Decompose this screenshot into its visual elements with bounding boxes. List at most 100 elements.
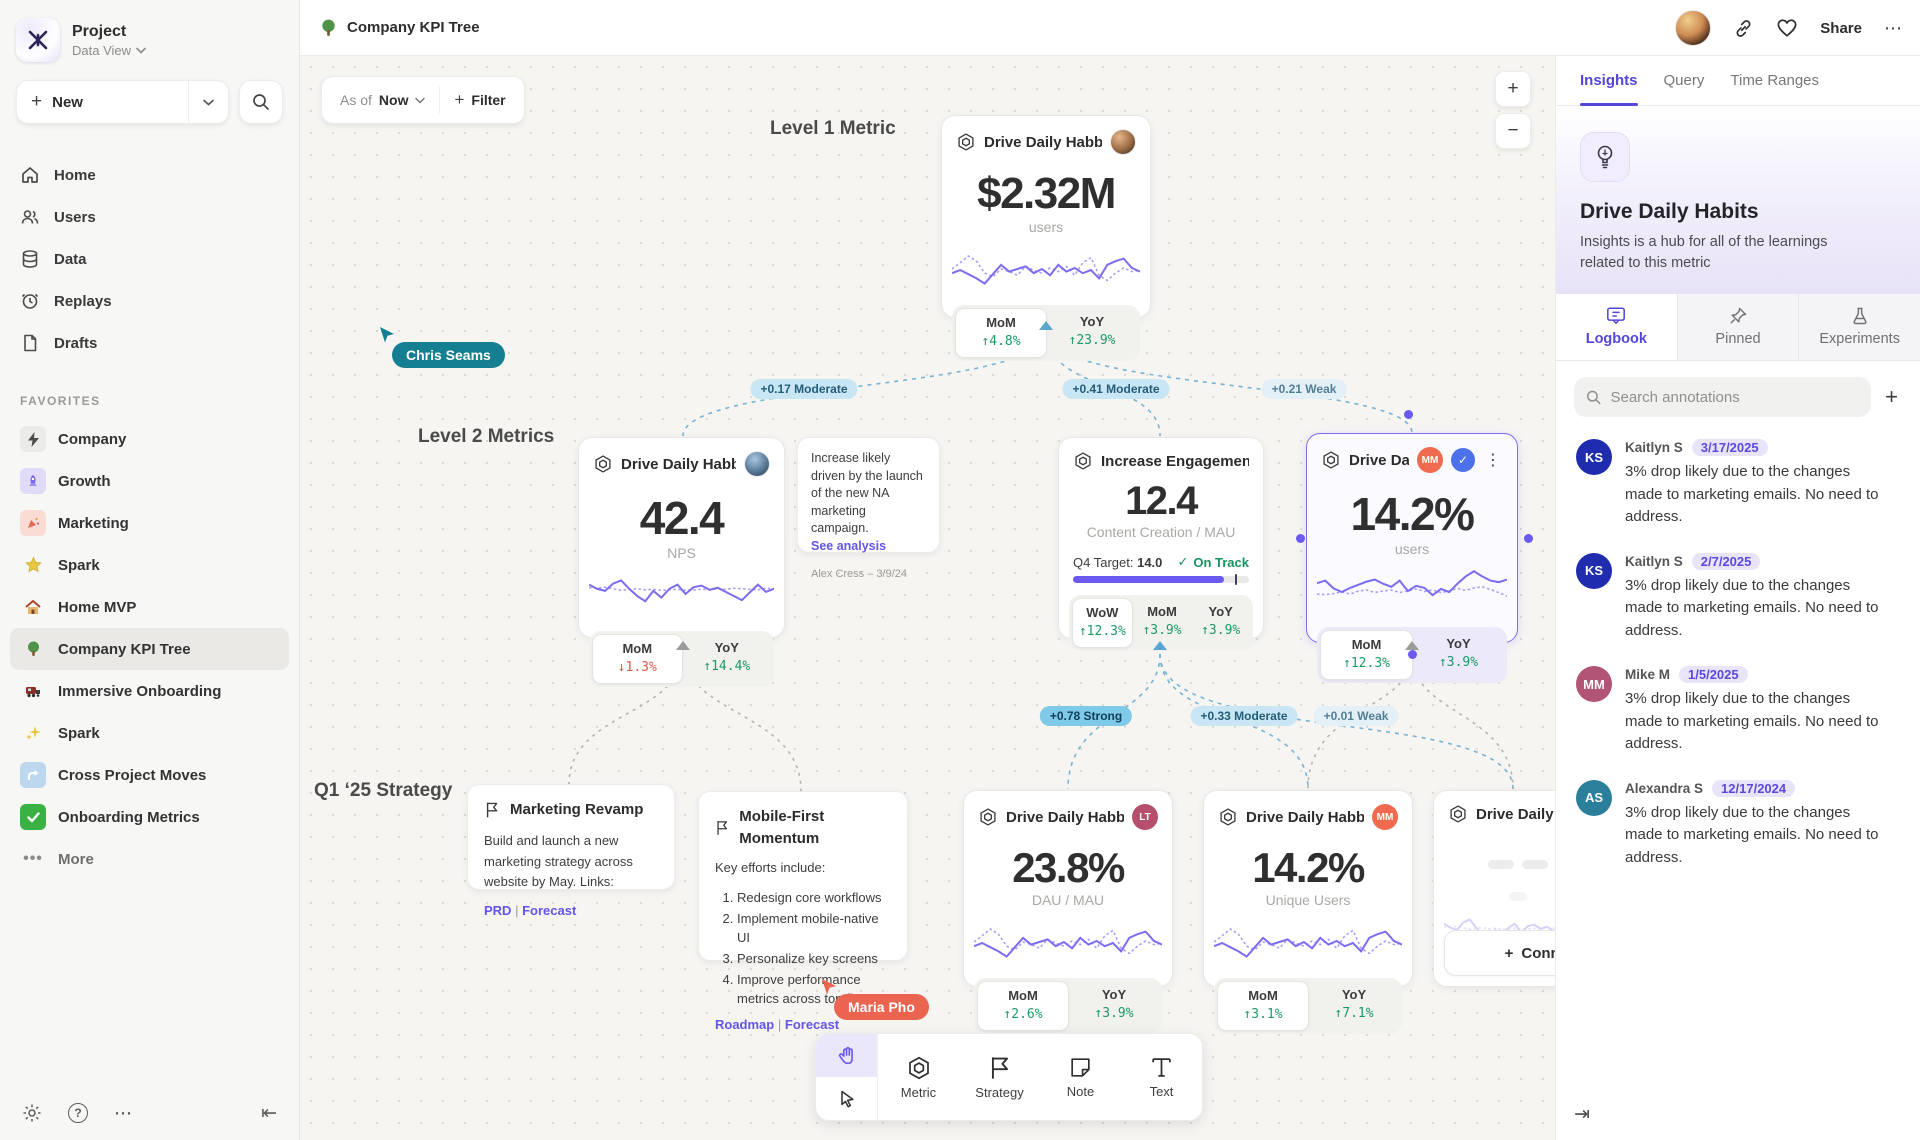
select-tool[interactable] [816, 1077, 877, 1120]
stat-yoy[interactable]: YoY ↑3.9% [1438, 636, 1479, 670]
stat-mom[interactable]: MoM ↑2.6% [977, 981, 1069, 1031]
sidebar-item-company[interactable]: Company [10, 418, 289, 460]
stat-mom[interactable]: MoM ↑12.3% [1320, 630, 1413, 680]
connector-handle[interactable] [1296, 534, 1305, 543]
project-view-switcher[interactable]: Data View [72, 43, 146, 58]
sidebar-item-onboarding-metrics[interactable]: Onboarding Metrics [10, 796, 289, 838]
tab-insights[interactable]: Insights [1580, 56, 1638, 106]
help-icon[interactable]: ? [68, 1103, 88, 1123]
owner-avatar[interactable] [1110, 129, 1136, 155]
project-logo[interactable] [16, 18, 60, 62]
annotation-search[interactable] [1574, 377, 1872, 418]
owner-badge[interactable]: MM [1372, 804, 1398, 830]
hand-tool[interactable] [816, 1034, 877, 1077]
share-button[interactable]: Share [1820, 19, 1862, 37]
user-avatar[interactable] [1675, 10, 1712, 46]
sidebar-item-company-kpi-tree[interactable]: Company KPI Tree [10, 628, 289, 670]
stat-yoy[interactable]: YoY ↑3.9% [1094, 987, 1134, 1021]
note-tool[interactable]: Note [1040, 1034, 1121, 1120]
sidebar-item-data[interactable]: Data [0, 238, 299, 280]
strategy-tool[interactable]: Strategy [959, 1034, 1040, 1120]
sidebar-item-home[interactable]: Home [0, 154, 299, 196]
settings-gear-icon[interactable] [22, 1103, 42, 1123]
edge-label[interactable]: +0.33 Moderate [1190, 706, 1298, 726]
favorite-heart-icon[interactable] [1776, 18, 1798, 38]
stat-yoy[interactable]: YoY ↑7.1% [1334, 987, 1374, 1021]
metric-card-unique-users[interactable]: Drive Daily Habbits MM 14.2% Unique User… [1203, 790, 1413, 1034]
collapse-arrow-icon[interactable] [1405, 641, 1419, 650]
subtab-logbook[interactable]: Logbook [1556, 294, 1677, 361]
owner-badge[interactable]: MM [1417, 447, 1443, 473]
sidebar-item-immersive-onboarding[interactable]: Immersive Onboarding [10, 670, 289, 712]
search-annotations-input[interactable] [1610, 388, 1860, 406]
sidebar-item-marketing[interactable]: Marketing [10, 502, 289, 544]
edge-label[interactable]: +0.41 Moderate [1062, 379, 1170, 399]
new-button[interactable]: + New [16, 80, 229, 124]
subtab-pinned[interactable]: Pinned [1676, 294, 1799, 361]
add-annotation-button[interactable]: + [1885, 384, 1898, 410]
text-tool[interactable]: Text [1121, 1034, 1202, 1120]
connect-button[interactable]: +Connect [1444, 930, 1555, 976]
strategy-card-marketing-revamp[interactable]: Marketing Revamp Build and launch a new … [467, 784, 675, 918]
more-options-icon[interactable]: ⋯ [114, 1102, 134, 1123]
metric-card-level1[interactable]: Drive Daily Habbits $2.32M users MoM ↑4.… [941, 115, 1151, 361]
new-dropdown-button[interactable] [188, 81, 228, 123]
metric-tool[interactable]: Metric [878, 1034, 959, 1120]
search-button[interactable] [239, 80, 283, 124]
see-analysis-link[interactable]: See analysis [811, 538, 887, 553]
collapse-arrow-icon[interactable] [676, 641, 690, 650]
annotation-entry[interactable]: MM Mike M 1/5/2025 3% drop likely due to … [1556, 650, 1920, 764]
forecast-link[interactable]: Forecast [784, 1017, 840, 1033]
strategy-card-mobile-first[interactable]: Mobile-First Momentum Key efforts includ… [698, 791, 908, 1032]
copy-link-icon[interactable] [1733, 18, 1754, 39]
prd-link[interactable]: PRD [484, 903, 512, 919]
sidebar-item-growth[interactable]: Growth [10, 460, 289, 502]
stat-mom[interactable]: MoM ↑3.1% [1217, 981, 1309, 1031]
collapse-sidebar-icon[interactable]: ⇤ [261, 1102, 277, 1124]
annotation-note[interactable]: Increase likely driven by the launch of … [797, 437, 940, 580]
annotation-entry[interactable]: KS Kaitlyn S 3/17/2025 3% drop likely due… [1556, 423, 1920, 537]
metric-card-nps[interactable]: Drive Daily Habbits 42.4 NPS MoM ↓1.3% Y… [578, 437, 785, 687]
sidebar-item-more[interactable]: ••• More [10, 838, 289, 880]
sidebar-item-users[interactable]: Users [0, 196, 299, 238]
owner-avatar[interactable] [744, 451, 770, 477]
owner-badge[interactable]: LT [1132, 804, 1158, 830]
forecast-link[interactable]: Forecast [522, 903, 577, 919]
more-menu-icon[interactable]: ⋯ [1884, 17, 1904, 38]
collapse-arrow-icon[interactable] [1153, 641, 1167, 650]
sidebar-item-spark-2[interactable]: Spark [10, 712, 289, 754]
kpi-tree-canvas[interactable]: +0.17 Moderate +0.41 Moderate +0.21 Weak… [300, 56, 1555, 1140]
collapse-panel-icon[interactable]: ⇥ [1574, 1104, 1590, 1125]
edge-label[interactable]: +0.21 Weak [1261, 379, 1347, 399]
stat-yoy[interactable]: YoY ↑23.9% [1068, 314, 1116, 348]
edge-label[interactable]: +0.01 Weak [1313, 706, 1399, 726]
kebab-menu-icon[interactable]: ⋮ [1485, 452, 1501, 469]
stat-wow[interactable]: WoW ↑12.3% [1072, 598, 1133, 648]
annotation-entry[interactable]: AS Alexandra S 12/17/2024 3% drop likely … [1556, 764, 1920, 878]
metric-card-unconnected[interactable]: Drive Daily Hab +Connect [1433, 790, 1555, 987]
stat-yoy[interactable]: YoY ↑14.4% [703, 640, 751, 674]
tab-time-ranges[interactable]: Time Ranges [1730, 72, 1820, 89]
collapse-arrow-icon[interactable] [1039, 321, 1053, 330]
sidebar-item-drafts[interactable]: Drafts [0, 322, 299, 364]
sidebar-item-home-mvp[interactable]: Home MVP [10, 586, 289, 628]
sidebar-item-cross-project-moves[interactable]: Cross Project Moves [10, 754, 289, 796]
stat-mom[interactable]: MoM ↑4.8% [955, 308, 1047, 358]
subtab-experiments[interactable]: Experiments [1798, 294, 1920, 361]
zoom-out-button[interactable]: − [1495, 113, 1531, 149]
edge-label[interactable]: +0.78 Strong [1039, 706, 1133, 726]
sidebar-item-replays[interactable]: Replays [0, 280, 299, 322]
asof-selector[interactable]: As of Now [326, 77, 439, 123]
connector-handle[interactable] [1404, 410, 1413, 419]
annotation-entry[interactable]: KS Kaitlyn S 2/7/2025 3% drop likely due … [1556, 537, 1920, 651]
stat-mom[interactable]: MoM ↓1.3% [592, 634, 683, 684]
filter-button[interactable]: + Filter [454, 90, 506, 109]
stat-yoy[interactable]: YoY ↑3.9% [1201, 604, 1241, 638]
metric-card-selected[interactable]: Drive Daily Habb.. MM ✓ ⋮ 14.2% users Mo… [1306, 433, 1518, 683]
metric-card-dau-mau[interactable]: Drive Daily Habbits LT 23.8% DAU / MAU M… [963, 790, 1173, 1034]
sidebar-item-spark[interactable]: Spark [10, 544, 289, 586]
roadmap-link[interactable]: Roadmap [715, 1017, 775, 1033]
metric-card-engagement[interactable]: Increase Engagement 12.4 Content Creatio… [1058, 437, 1264, 651]
connector-handle[interactable] [1524, 534, 1533, 543]
edge-label[interactable]: +0.17 Moderate [750, 379, 858, 399]
